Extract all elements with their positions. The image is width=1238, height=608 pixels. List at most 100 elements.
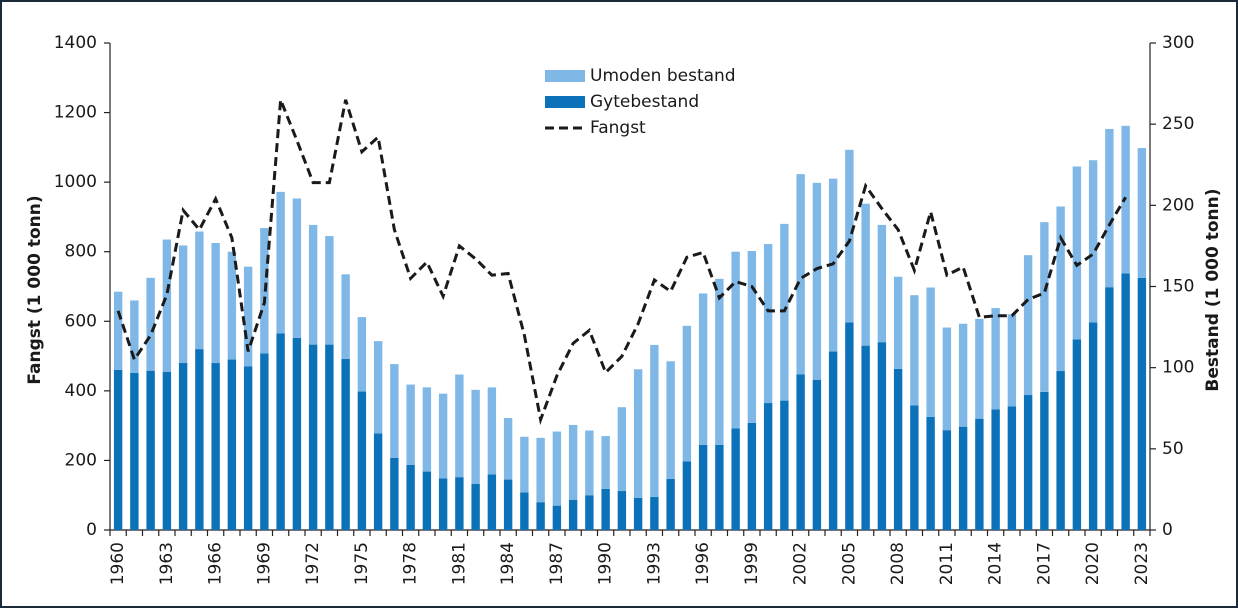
bar (715, 278, 724, 445)
bar (601, 436, 610, 489)
bar (1137, 277, 1147, 530)
bar (308, 224, 318, 345)
bar (113, 291, 123, 370)
bar (731, 251, 740, 429)
bar (325, 236, 334, 345)
line (116, 99, 1127, 426)
bar (471, 389, 480, 484)
bar (1056, 206, 1065, 372)
x-tick-label: 1975 (352, 542, 372, 585)
bar (1088, 322, 1098, 530)
bar (585, 430, 594, 496)
bar (650, 344, 659, 497)
bar (520, 436, 529, 493)
bar (763, 403, 773, 530)
bar (1023, 395, 1033, 530)
bar (1007, 406, 1017, 530)
bar (568, 424, 578, 500)
bar (178, 363, 188, 530)
x-tick-label: 2020 (1083, 542, 1103, 585)
x-tick-label: 1984 (498, 542, 518, 585)
bar (146, 370, 155, 530)
bar (520, 492, 529, 530)
bar (812, 379, 822, 530)
y-tick-label: 200 (65, 450, 97, 470)
y-axis-title: Fangst (1 000 tonn) (25, 195, 45, 384)
legend-label: Umoden bestand (590, 66, 736, 86)
bar (845, 149, 854, 323)
bar (796, 374, 805, 530)
bar (1105, 128, 1114, 288)
bar (1007, 314, 1017, 407)
bar (861, 203, 870, 346)
bar (682, 461, 692, 530)
bar (146, 277, 155, 371)
bar (1072, 166, 1082, 340)
bar (455, 374, 464, 478)
bar (422, 387, 432, 472)
bar (471, 483, 480, 530)
bar (406, 384, 415, 465)
bar (1040, 222, 1049, 392)
bar (357, 391, 367, 530)
bar (975, 318, 984, 419)
bar (373, 341, 383, 434)
y2-axis-title: Bestand (1 000 tonn) (1203, 188, 1223, 391)
bar (845, 322, 854, 530)
bar (568, 499, 578, 530)
x-tick-label: 1990 (596, 542, 616, 585)
x-tick-label: 1999 (742, 542, 762, 585)
x-tick-label: 1993 (644, 542, 664, 585)
legend-swatch (545, 70, 585, 82)
bar (390, 457, 399, 530)
bar (162, 239, 172, 372)
bar (1121, 273, 1130, 530)
bar (243, 366, 253, 530)
x-tick-label: 1963 (157, 542, 177, 585)
bar (211, 363, 220, 530)
bar (1137, 148, 1147, 278)
bar (438, 478, 448, 530)
bar (422, 471, 432, 530)
bar (975, 418, 984, 530)
bar (178, 245, 188, 364)
y-tick-label: 600 (65, 311, 97, 331)
bar (276, 191, 285, 334)
bar (552, 431, 562, 506)
bar (877, 224, 887, 343)
bar (812, 182, 822, 380)
bar (828, 351, 838, 530)
bar (487, 474, 497, 530)
bar (1040, 391, 1049, 530)
bar (373, 433, 383, 530)
bar (747, 251, 757, 423)
bar (438, 393, 448, 479)
bar (910, 295, 919, 406)
bar (958, 426, 968, 530)
y-tick-label: 800 (65, 242, 97, 262)
bar (893, 368, 903, 530)
y2-tick-label: 0 (1162, 520, 1173, 540)
bar (715, 444, 724, 530)
bar (942, 327, 952, 431)
x-tick-label: 2011 (937, 542, 957, 585)
bar (666, 478, 675, 530)
bar (682, 325, 692, 462)
bar (357, 317, 367, 392)
bar (503, 417, 513, 480)
x-tick-label: 1972 (303, 542, 323, 585)
bar (406, 464, 415, 530)
bar (130, 372, 139, 530)
y2-tick-label: 250 (1162, 114, 1194, 134)
bar (650, 496, 659, 530)
bar (455, 477, 464, 530)
bar (780, 400, 789, 530)
bar (195, 231, 204, 350)
bar (211, 243, 220, 364)
bar (666, 361, 675, 479)
bar (893, 276, 903, 369)
bar (195, 349, 204, 530)
bar (113, 369, 123, 530)
bar (585, 495, 594, 530)
